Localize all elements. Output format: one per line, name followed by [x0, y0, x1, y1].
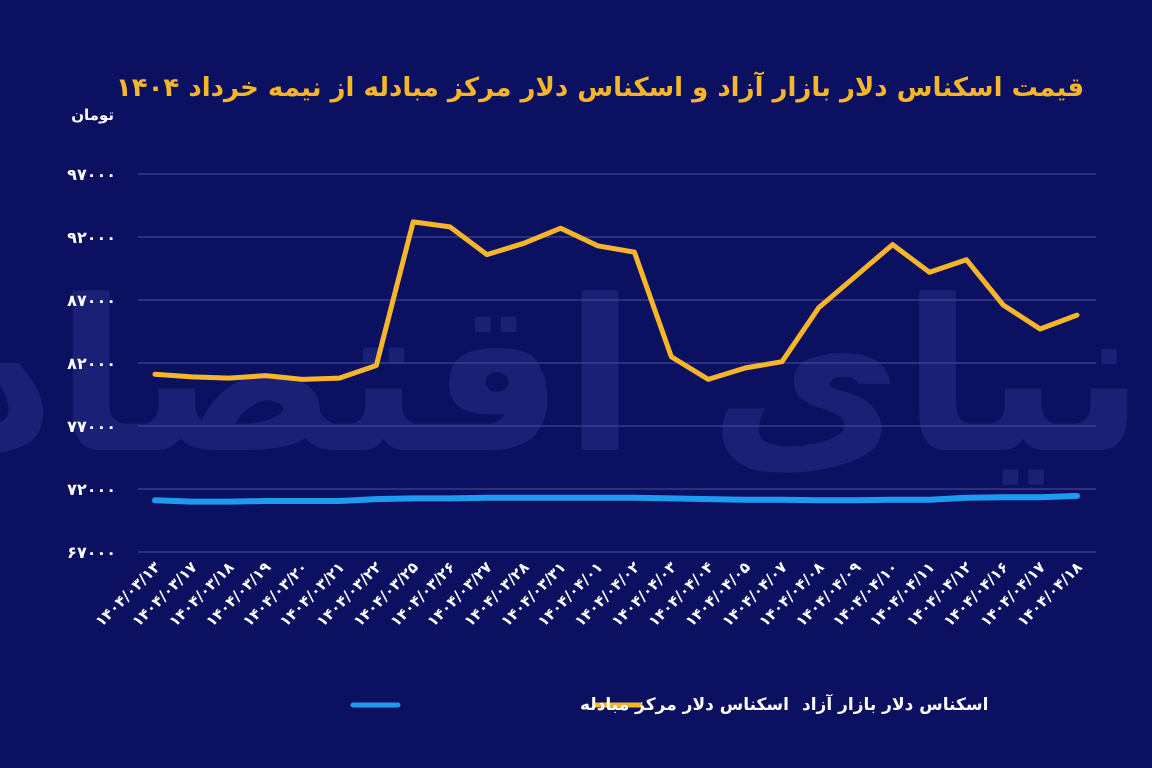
legend-label-free-market: اسکناس دلار بازار آزاد	[802, 693, 988, 715]
y-tick-label: ۸۷۰۰۰	[67, 291, 116, 310]
series-layer	[152, 219, 1080, 505]
y-tick-label: ۸۲۰۰۰	[67, 354, 116, 373]
series-line-free-market	[152, 219, 1080, 382]
y-tick-label: ۶۷۰۰۰	[67, 543, 116, 562]
grid-layer	[138, 173, 1096, 553]
series-line-exchange-center	[152, 492, 1080, 505]
y-axis-ticks: ۶۷۰۰۰ ۷۲۰۰۰ ۷۷۰۰۰ ۸۲۰۰۰ ۸۷۰۰۰ ۹۲۰۰۰ ۹۷۰۰۰	[67, 165, 116, 562]
y-axis-unit-label: تومان	[71, 106, 114, 124]
legend-label-exchange-center: اسکناس دلار مرکز مبادله	[580, 695, 789, 715]
y-tick-label: ۷۲۰۰۰	[67, 480, 116, 499]
y-tick-label: ۹۷۰۰۰	[67, 165, 116, 184]
x-axis-ticks: ۱۴۰۴/۰۳/۱۳۱۴۰۴/۰۳/۱۷۱۴۰۴/۰۳/۱۸۱۴۰۴/۰۳/۱۹…	[92, 558, 1086, 630]
y-tick-label: ۷۷۰۰۰	[67, 417, 116, 436]
chart-title: قیمت اسکناس دلار بازار آزاد و اسکناس دلا…	[116, 71, 1084, 103]
y-tick-label: ۹۲۰۰۰	[67, 228, 116, 247]
legend: اسکناس دلار بازار آزاد اسکناس دلار مرکز …	[350, 693, 988, 715]
